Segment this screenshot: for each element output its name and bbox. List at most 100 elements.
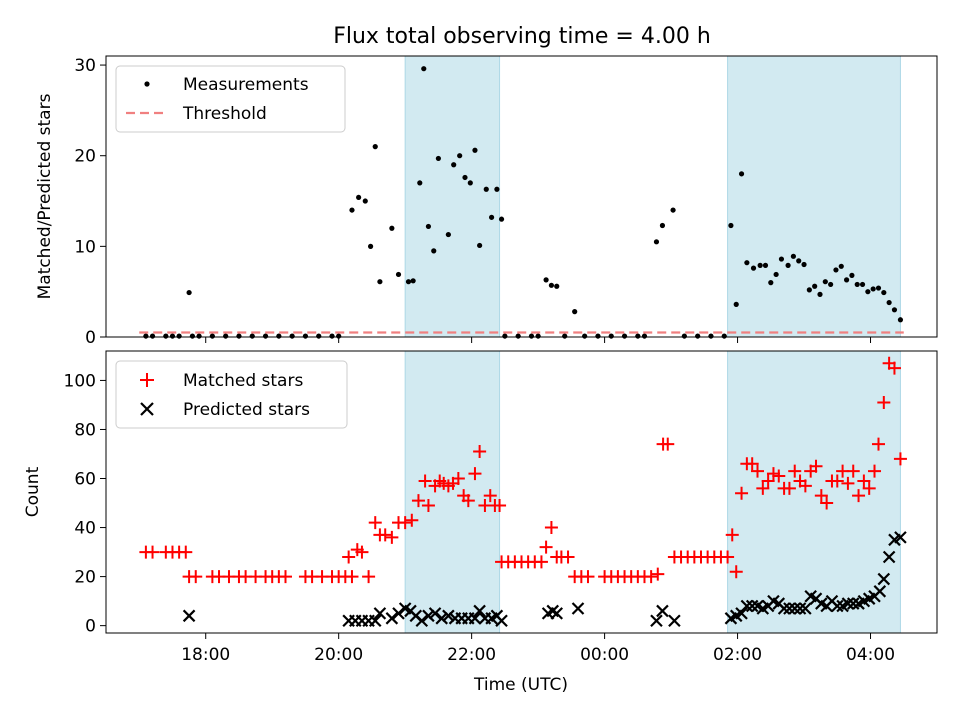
measurement-point (223, 333, 229, 339)
measurement-point (773, 271, 779, 278)
matched-star-point (788, 464, 802, 478)
measurement-point (608, 333, 614, 339)
matched-star-point (871, 437, 885, 451)
measurement-point (389, 225, 395, 231)
measurement-point (744, 260, 750, 266)
matched-star-point (846, 464, 860, 478)
measurement-point (515, 333, 521, 339)
matched-star-point (468, 467, 482, 481)
measurement-point (528, 333, 535, 339)
predicted-star-point (877, 572, 891, 586)
measurement-point (554, 283, 560, 289)
measurement-point (189, 333, 196, 339)
bottom-ytick-label: 100 (64, 371, 96, 391)
top-shaded-interval-1 (727, 55, 901, 338)
chart-title: Flux total observing time = 4.00 h (333, 24, 711, 49)
matched-star-point (405, 513, 419, 527)
measurement-point (778, 256, 785, 262)
measurement-point (535, 333, 541, 339)
measurement-point (249, 333, 255, 339)
measurement-point (796, 258, 802, 264)
predicted-star-point (442, 609, 455, 623)
measurement-point (838, 263, 844, 269)
matched-star-point (820, 496, 834, 510)
predicted-star-point (668, 614, 681, 628)
measurement-point (681, 333, 687, 339)
matched-star-point (868, 464, 882, 478)
xtick-label: 22:00 (447, 645, 496, 665)
top-ytick-label: 30 (74, 56, 96, 76)
predicted-star-point (368, 614, 382, 628)
measurement-point (372, 144, 378, 150)
bottom-ytick-label: 0 (85, 617, 96, 637)
measurement-point (196, 333, 202, 339)
matched-star-point (342, 550, 356, 564)
measurement-point (169, 333, 176, 339)
measurement-point (790, 253, 797, 259)
measurement-point (410, 278, 416, 284)
matched-star-point (581, 570, 595, 584)
predicted-star-point (745, 599, 759, 613)
matched-star-point (761, 474, 775, 488)
top-shaded-interval-0 (404, 55, 501, 338)
matched-star-point (362, 570, 376, 584)
measurement-point (738, 171, 745, 177)
predicted-star-point (793, 602, 807, 615)
measurement-point (653, 239, 660, 245)
measurement-point (875, 285, 882, 291)
predicted-star-point (783, 602, 796, 615)
measurement-point (659, 222, 666, 229)
bottom-ytick-label: 40 (74, 519, 96, 539)
measurement-point (431, 248, 437, 254)
measurement-point (209, 333, 215, 339)
legend-predicted-marker (140, 402, 154, 416)
predicted-star-point (468, 612, 482, 625)
top-panel: 0 10 20 30 Matched/Predicted stars Measurem… (35, 55, 938, 348)
legend-measurements-label: Measurements (183, 75, 309, 95)
measurement-point (562, 333, 568, 339)
measurement-point (881, 289, 887, 296)
predicted-star-point (841, 597, 855, 610)
matched-star-point (798, 479, 812, 493)
legend-threshold-label: Threshold (182, 104, 267, 124)
bottom-shaded-interval-1 (727, 350, 901, 634)
measurement-point (502, 333, 508, 339)
measurement-point (483, 186, 489, 192)
matched-star-point (841, 476, 855, 490)
matched-star-point (661, 437, 675, 451)
matched-star-point (852, 489, 866, 503)
x-axis-label: Time (UTC) (473, 675, 568, 695)
measurement-point (843, 277, 850, 283)
measurement-point (695, 333, 701, 339)
measurement-point (143, 333, 149, 339)
bottom-plot-frame (105, 350, 938, 634)
top-legend-box (115, 65, 346, 133)
measurement-point (870, 286, 876, 292)
matched-star-point (421, 498, 435, 512)
xtick-label: 18:00 (181, 645, 230, 665)
measurement-point (149, 333, 156, 339)
matched-star-point (887, 361, 901, 375)
matched-star-point (544, 521, 558, 535)
matched-star-point (651, 567, 665, 581)
matched-star-point (830, 474, 844, 488)
predicted-star-point (882, 550, 896, 564)
measurement-point (289, 333, 295, 339)
predicted-star-point (777, 602, 791, 615)
matched-star-point (189, 570, 203, 584)
matched-star-point (493, 498, 507, 512)
measurement-point (801, 261, 807, 268)
matched-star-point (782, 481, 796, 495)
measurement-point (477, 242, 483, 249)
matched-star-point (355, 545, 369, 559)
measurement-point (302, 333, 309, 339)
measurement-point (405, 279, 412, 285)
measurement-point (445, 231, 451, 238)
matched-star-point (278, 570, 292, 584)
measurement-point (891, 307, 898, 313)
matched-star-point (483, 489, 497, 503)
xtick-label: 02:00 (713, 645, 762, 665)
legend-measurement-marker (144, 81, 150, 87)
matched-star-point (473, 445, 487, 459)
